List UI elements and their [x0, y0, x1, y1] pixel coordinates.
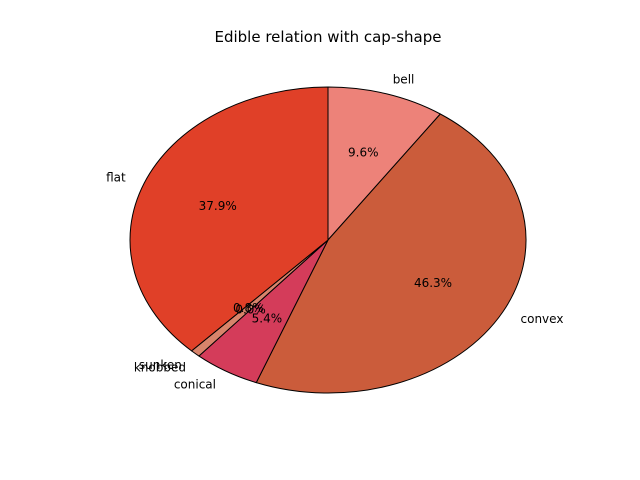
value-label-conical: 5.4% — [252, 312, 283, 326]
pie-slice-flat — [129, 86, 329, 352]
value-label-convex: 46.3% — [414, 276, 452, 290]
category-label-flat: flat — [106, 171, 126, 185]
value-label-sunken: 0.8% — [233, 301, 264, 315]
pie-value-labels: 9.6% 46.3% 5.4%0.0%0.8% 37.9% — [199, 145, 452, 325]
value-label-bell: 9.6% — [348, 145, 379, 159]
value-label-flat: 37.9% — [199, 199, 237, 213]
pie-slice-convex — [255, 113, 527, 394]
category-label-bell: bell — [393, 72, 415, 86]
category-label-knobbed: knobbed — [134, 361, 186, 375]
category-label-conical: conical — [174, 377, 216, 391]
value-label-knobbed: 0.0% — [235, 303, 266, 317]
category-label-convex: convex — [521, 312, 564, 326]
category-label-sunken: sunken — [139, 358, 182, 372]
chart-title: Edible relation with cap-shape — [214, 28, 441, 46]
pie-wedges — [129, 86, 527, 394]
pie-slice-bell — [327, 86, 441, 241]
